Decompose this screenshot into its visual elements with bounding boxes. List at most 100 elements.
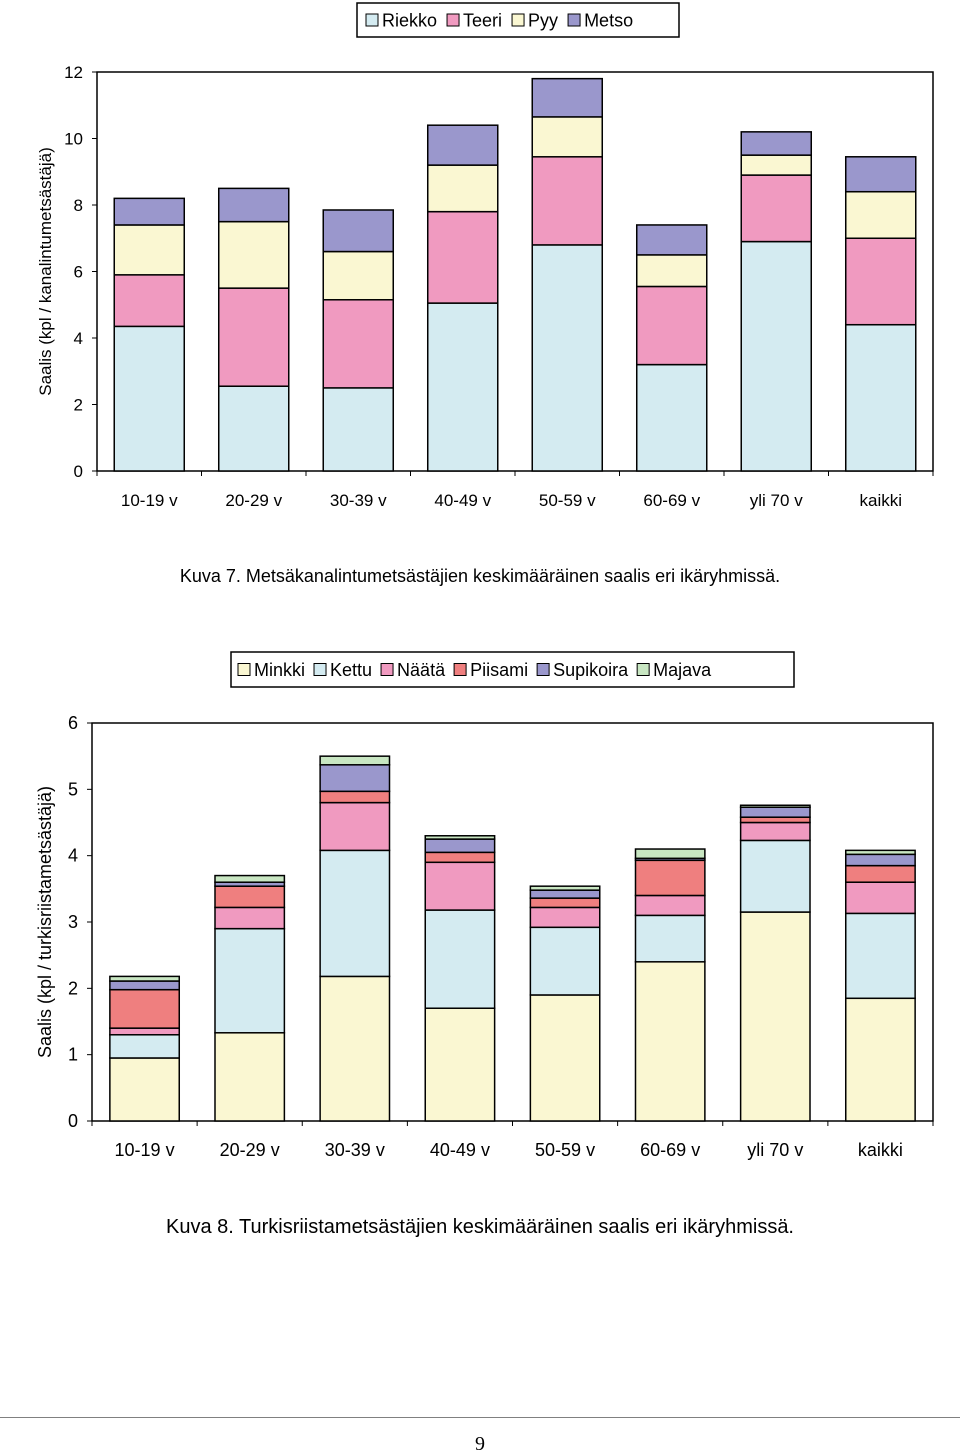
bar-segment-riekko (426, 302, 499, 472)
bar-segment-majava (214, 874, 286, 883)
page-number: 9 (475, 1433, 485, 1455)
bar-segment-riekko (113, 325, 186, 472)
y-tick-label: 12 (64, 63, 83, 82)
legend-label-riekko: Riekko (382, 11, 437, 31)
bar-segment-piisami (424, 851, 496, 864)
bar-segment-teeri (217, 287, 290, 387)
legend-label-näätä: Näätä (397, 660, 446, 680)
legend-swatch-riekko (365, 13, 379, 27)
x-category-label: yli 70 v (750, 491, 803, 510)
bar-segment-majava (844, 849, 916, 856)
bar-segment-minkki (319, 975, 391, 1122)
y-tick-label: 8 (74, 196, 83, 215)
x-category-label: 60-69 v (643, 491, 700, 510)
bar-segment-teeri (740, 174, 813, 243)
legend-swatch-supikoira (536, 663, 550, 676)
y-tick-label: 6 (68, 713, 78, 733)
bar-segment-kettu (319, 849, 391, 978)
chart-kanalintu-saalis: 0 2 4 6 8 10 12 10-19 v 20-29 v 30-39 v 40-49 v 50-… (36, 2, 934, 510)
y-tick-label: 2 (74, 396, 83, 415)
x-category-label: 50-59 v (535, 1140, 595, 1160)
legend-label-majava: Majava (653, 660, 712, 680)
bar-segment-piisami (739, 816, 811, 824)
x-category-label: 10-19 v (121, 491, 178, 510)
bar-segment-supikoira (739, 806, 811, 818)
legend-swatch-metso (567, 13, 581, 27)
bar-segment-pyy (740, 154, 813, 176)
legend-label-supikoira: Supikoira (553, 660, 629, 680)
legend-swatch-piisami (453, 663, 467, 676)
bar-segment-metso (113, 197, 186, 226)
bar-segment-kettu (424, 909, 496, 1009)
bar-segment-majava (634, 848, 706, 860)
bar-segment-näätä (214, 906, 286, 930)
y-tick-label: 6 (74, 263, 83, 282)
bar-segment-piisami (529, 897, 601, 909)
y-tick-label: 2 (68, 978, 78, 998)
x-category-label: 20-29 v (220, 1140, 280, 1160)
bar-segment-kettu (529, 926, 601, 996)
bar-segment-teeri (844, 237, 917, 326)
bar-segment-metso (635, 224, 708, 256)
x-category-label: 20-29 v (225, 491, 282, 510)
bar-segment-teeri (531, 156, 604, 246)
bar-segment-pyy (322, 250, 395, 301)
legend-label-kettu: Kettu (330, 660, 372, 680)
legend-label-minkki: Minkki (254, 660, 305, 680)
bar-segment-teeri (635, 285, 708, 366)
bar-segment-piisami (844, 864, 916, 883)
bar-segment-pyy (844, 190, 917, 239)
bar-segment-metso (844, 156, 917, 193)
bar-segment-teeri (426, 210, 499, 304)
page-footer-rule (0, 1417, 960, 1418)
bar-segment-supikoira (319, 764, 391, 793)
bar-segment-pyy (531, 116, 604, 158)
y-tick-label: 0 (68, 1111, 78, 1131)
bar-segment-majava (529, 885, 601, 891)
figure-caption-7: Kuva 7. Metsäkanalintumetsästäjien keski… (179, 566, 781, 586)
bar-segment-majava (109, 975, 181, 982)
legend-swatch-näätä (380, 663, 394, 676)
bar-segment-kettu (634, 914, 706, 963)
x-category-label: 50-59 v (539, 491, 596, 510)
x-category-label: 30-39 v (325, 1140, 385, 1160)
bar-segment-minkki (529, 994, 601, 1122)
bar-segment-metso (740, 131, 813, 156)
y-tick-label: 4 (68, 846, 78, 866)
bar-segment-riekko (322, 387, 395, 472)
x-category-label: 40-49 v (430, 1140, 490, 1160)
bar-segment-pyy (217, 220, 290, 289)
bar-segment-majava (319, 755, 391, 766)
bar-segment-supikoira (529, 889, 601, 899)
bar-segment-piisami (109, 988, 181, 1029)
bar-segment-piisami (214, 885, 286, 909)
bar-segment-kettu (109, 1034, 181, 1059)
figure-caption-8: Kuva 8. Turkisriistametsästäjien keskimä… (165, 1216, 794, 1238)
bar-segment-minkki (424, 1007, 496, 1122)
x-category-label: 10-19 v (115, 1140, 175, 1160)
bar-segment-metso (322, 209, 395, 253)
legend-label-teeri: Teeri (463, 11, 502, 31)
legend-swatch-pyy (511, 13, 525, 27)
y-tick-label: 1 (68, 1045, 78, 1065)
bar-segment-minkki (739, 911, 811, 1122)
legend-swatch-minkki (237, 663, 251, 676)
bar-segment-näätä (319, 801, 391, 852)
legend-label-metso: Metso (584, 11, 633, 31)
bar-segment-pyy (426, 164, 499, 213)
x-category-label: 30-39 v (330, 491, 387, 510)
bar-segment-piisami (634, 859, 706, 897)
x-category-label: kaikki (858, 1140, 903, 1160)
y-axis-label: Saalis (kpl / kanalintumetsästäjä) (36, 147, 55, 396)
bar-segment-majava (739, 804, 811, 808)
bar-segment-majava (424, 835, 496, 840)
x-category-label: yli 70 v (747, 1140, 803, 1160)
bar-segment-kettu (844, 912, 916, 1000)
bar-segment-minkki (109, 1057, 181, 1122)
bar-segment-metso (531, 77, 604, 118)
bar-segment-supikoira (424, 838, 496, 854)
x-category-label: 40-49 v (434, 491, 491, 510)
legend-label-piisami: Piisami (470, 660, 528, 680)
bar-segment-minkki (634, 961, 706, 1122)
bar-segment-kettu (739, 839, 811, 913)
